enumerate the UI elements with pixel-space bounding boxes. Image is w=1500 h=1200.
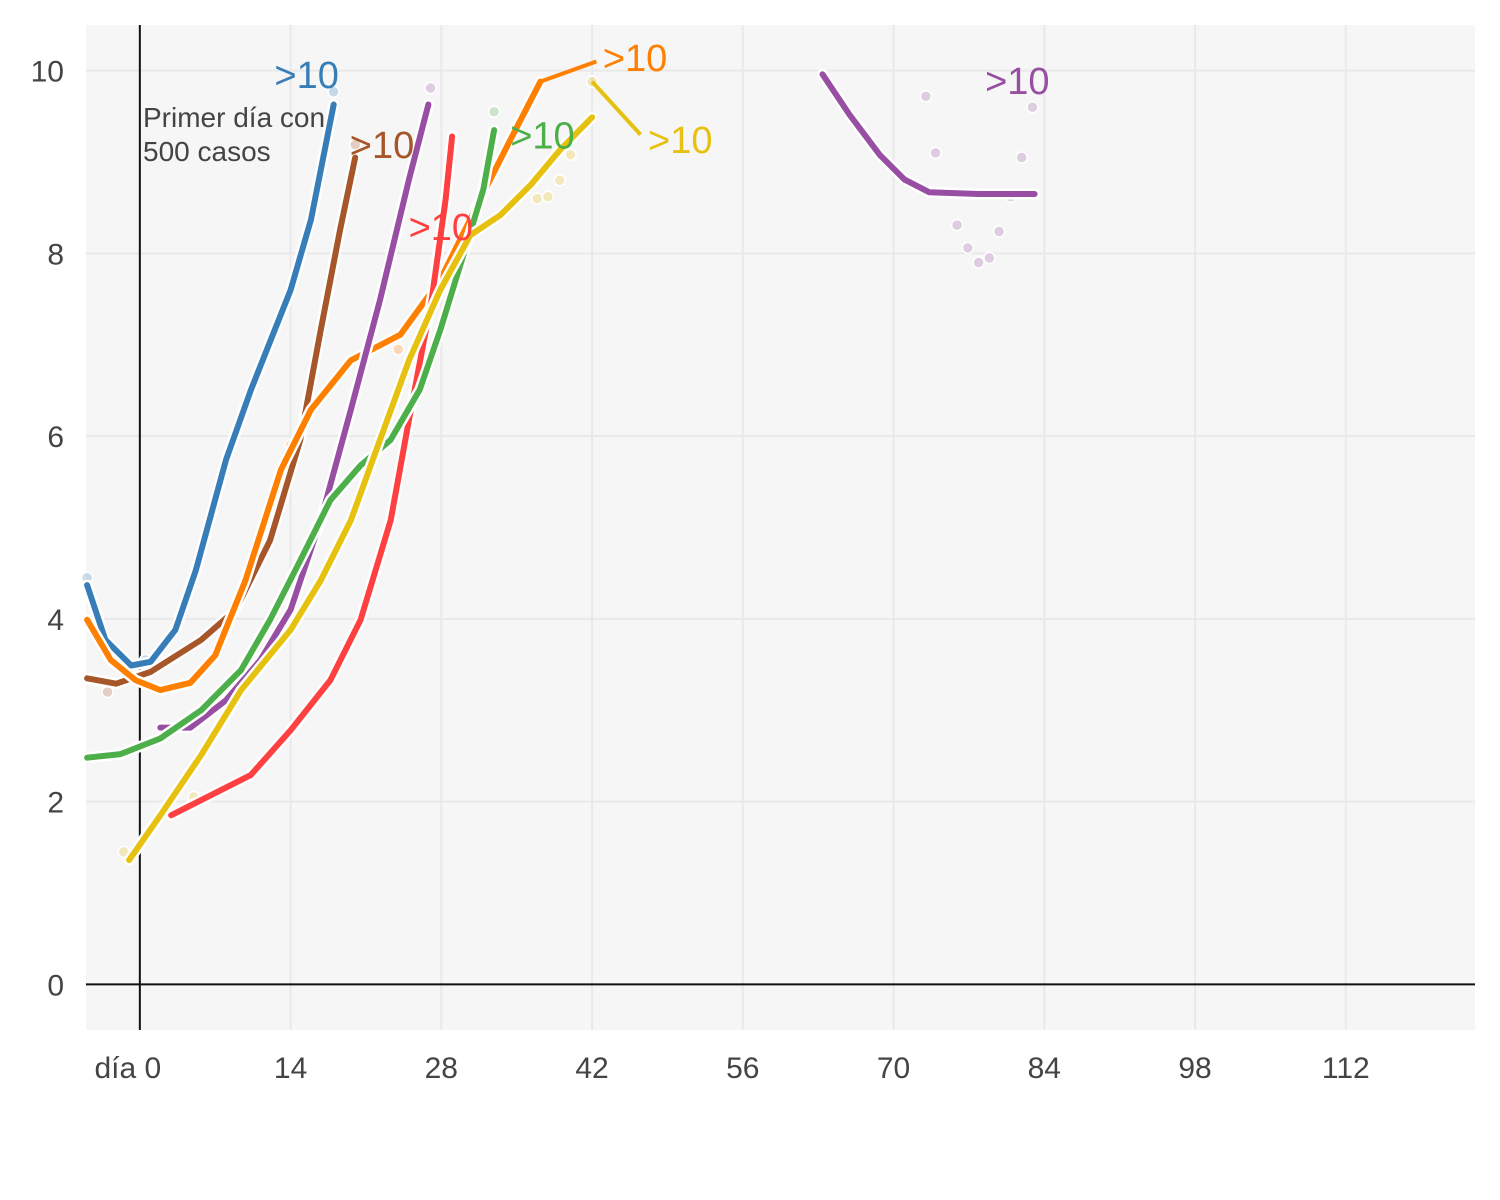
data-point-yellow (564, 148, 577, 161)
label-leader-orange (539, 59, 598, 84)
plot-background (86, 25, 1475, 1030)
data-point-purple-2 (1026, 100, 1039, 114)
y-tick-label: 2 (47, 787, 64, 820)
series-labels: >10 >10 >10 >10 >10 >10 >10 (274, 38, 1049, 249)
data-point-brown (348, 138, 362, 151)
x-tick-label: 42 (575, 1052, 608, 1085)
data-point-purple-2 (983, 251, 996, 265)
x-tick-label: 70 (877, 1052, 910, 1085)
annotation: Primer día con 500 casos (143, 102, 325, 167)
data-point-purple-2 (950, 218, 964, 232)
x-tick-label: día 0 (94, 1052, 161, 1085)
series-end-label-yellow: >10 (648, 120, 712, 162)
annotation-line-2: 500 casos (143, 136, 271, 167)
data-point-green (487, 105, 501, 119)
x-tick-label: 112 (1322, 1052, 1370, 1085)
y-tick-label: 6 (47, 421, 64, 454)
series-end-label-blue: >10 (274, 55, 338, 97)
data-point-purple-2 (1015, 151, 1028, 164)
series-line-yellow (126, 114, 596, 864)
x-tick-label: 14 (274, 1052, 307, 1085)
axes: día 0 14 28 42 56 70 84 98 112 0 2 4 6 8 10 (31, 25, 1475, 1085)
series-line-purple-2 (819, 71, 1038, 197)
series-end-label-orange: >10 (603, 38, 667, 80)
series-end-label-green: >10 (510, 116, 574, 158)
x-tick-label: 28 (425, 1052, 458, 1085)
y-tick-label: 8 (47, 238, 64, 271)
data-point-purple-2 (992, 225, 1006, 238)
y-tick-label: 0 (47, 969, 64, 1002)
y-tick-label: 4 (47, 604, 64, 637)
series-line-blue (84, 101, 337, 669)
x-tick-label: 56 (726, 1052, 759, 1085)
data-point-yellow (541, 190, 555, 204)
series-line-red (168, 133, 456, 819)
data-point-blue (327, 85, 340, 98)
data-point-yellow (530, 192, 544, 205)
data-point-orange (392, 343, 405, 356)
data-point-purple-2 (972, 256, 985, 269)
annotation-line-1: Primer día con (143, 102, 325, 133)
series-line-purple (157, 101, 432, 731)
data-point-purple (424, 81, 437, 95)
y-tick-label: 10 (31, 56, 64, 89)
grid (86, 25, 1475, 1030)
label-leader-yellow (590, 80, 642, 136)
data-point-purple-2 (961, 241, 975, 255)
x-tick-label: 84 (1028, 1052, 1061, 1085)
data-point-purple-2 (929, 146, 942, 160)
series-end-label-purple-2: >10 (985, 61, 1049, 103)
data-point-yellow (553, 174, 567, 187)
data-point-purple-2 (919, 90, 933, 103)
series-end-label-brown: >10 (350, 125, 414, 167)
x-tick-label: 98 (1178, 1052, 1211, 1085)
series-end-label-red: >10 (409, 207, 473, 249)
series-line-green (84, 127, 498, 761)
series-lines (81, 59, 1041, 866)
